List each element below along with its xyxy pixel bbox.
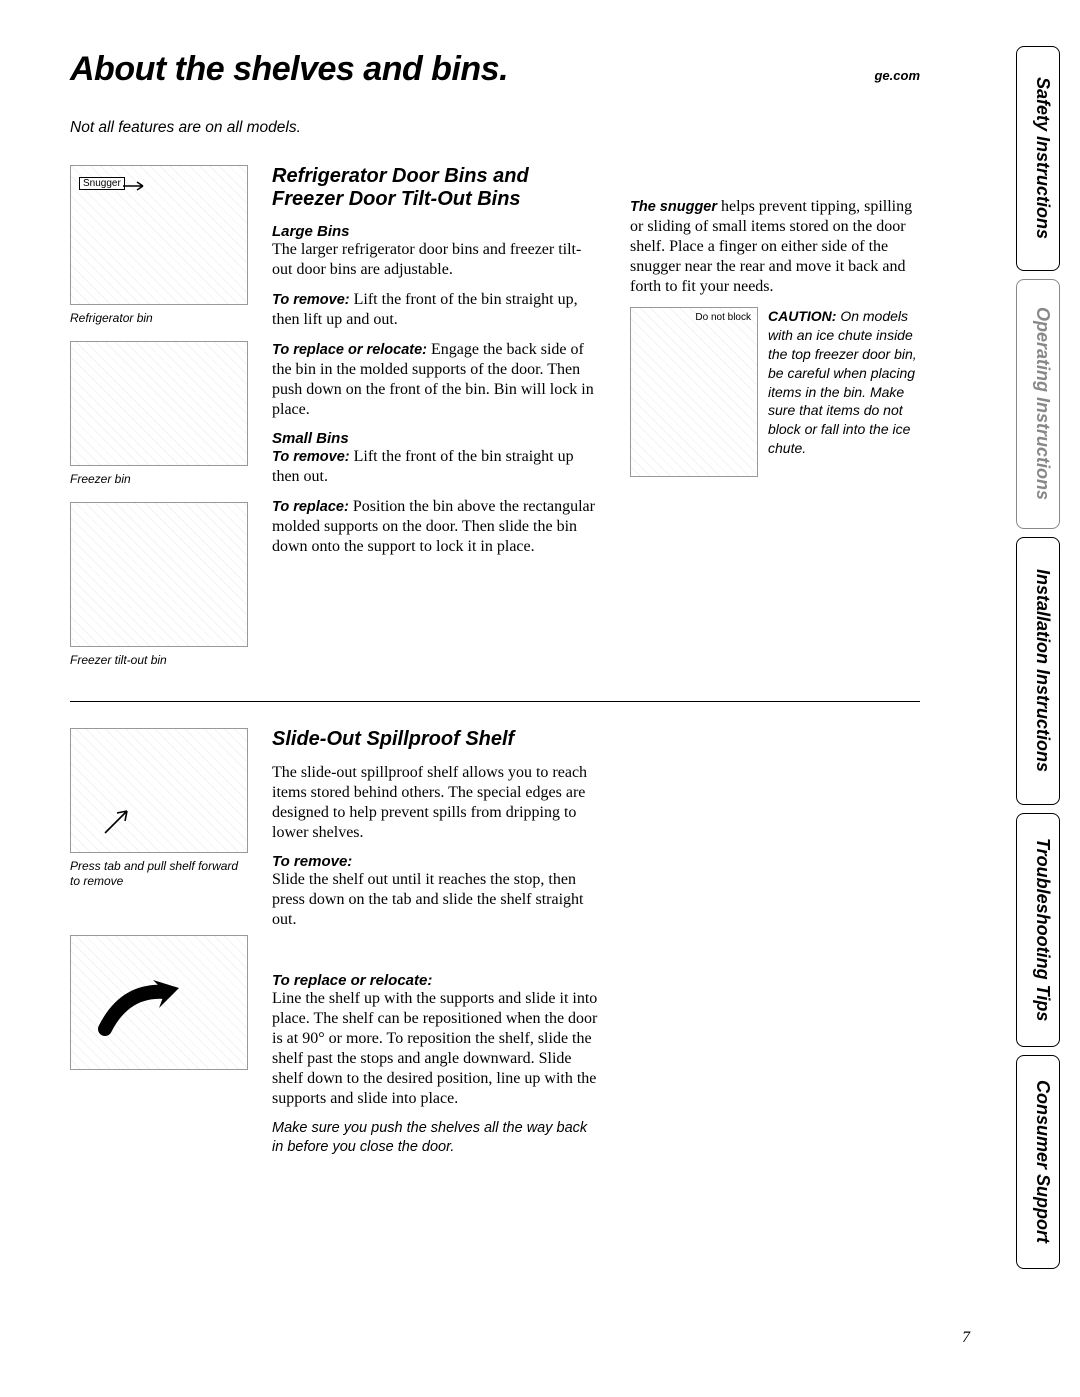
body-text: The larger refrigerator door bins and fr… — [272, 240, 600, 280]
figure-refrigerator-bin: Snugger — [70, 165, 248, 305]
figure-shelf-remove — [70, 728, 248, 853]
label: To replace or relocate: — [272, 342, 427, 358]
subnote: Not all features are on all models. — [70, 119, 920, 137]
do-not-block-label: Do not block — [695, 312, 751, 323]
tab-operating-instructions[interactable]: Operating Instructions — [1016, 279, 1060, 529]
page-number: 7 — [962, 1329, 970, 1347]
side-nav-tabs: Safety Instructions Operating Instructio… — [1016, 46, 1060, 1269]
section-title: Refrigerator Door Bins and Freezer Door … — [272, 165, 600, 211]
sub-title: Small Bins — [272, 430, 600, 447]
body-text: To replace: Position the bin above the r… — [272, 497, 600, 557]
figure-tiltout-bin — [70, 502, 248, 647]
page-title: About the shelves and bins. — [70, 50, 508, 89]
label: To remove: — [272, 853, 602, 870]
snugger-label: Snugger — [79, 177, 125, 190]
arrow-icon — [99, 799, 139, 839]
tab-consumer-support[interactable]: Consumer Support — [1016, 1055, 1060, 1269]
label: To replace: — [272, 499, 349, 515]
figure-freezer-bin — [70, 341, 248, 466]
label: To remove: — [272, 292, 350, 308]
body-text: Slide the shelf out until it reaches the… — [272, 870, 602, 930]
label: To replace or relocate: — [272, 972, 602, 989]
body-text: The slide-out spillproof shelf allows yo… — [272, 763, 602, 843]
sub-title: Large Bins — [272, 223, 600, 240]
figure-caption: Refrigerator bin — [70, 311, 248, 325]
figure-ice-chute: Do not block — [630, 307, 758, 477]
tab-troubleshooting-tips[interactable]: Troubleshooting Tips — [1016, 813, 1060, 1047]
figure-caption: Press tab and pull shelf forward to remo… — [70, 859, 248, 889]
tab-installation-instructions[interactable]: Installation Instructions — [1016, 537, 1060, 805]
note-text: Make sure you push the shelves all the w… — [272, 1119, 602, 1157]
arrow-icon — [123, 181, 151, 191]
divider — [70, 701, 920, 702]
caution-text: CAUTION: On models with an ice chute ins… — [768, 307, 920, 477]
figure-shelf-replace — [70, 935, 248, 1070]
figure-caption: Freezer bin — [70, 472, 248, 486]
tab-safety-instructions[interactable]: Safety Instructions — [1016, 46, 1060, 271]
body-text: Line the shelf up with the supports and … — [272, 989, 602, 1109]
brand-link[interactable]: ge.com — [874, 68, 920, 83]
label: To remove: — [272, 449, 350, 465]
section-title: Slide-Out Spillproof Shelf — [272, 728, 602, 751]
body-text: To remove: Lift the front of the bin str… — [272, 447, 600, 487]
curved-arrow-icon — [95, 974, 185, 1044]
body-text: The snugger helps prevent tipping, spill… — [630, 197, 920, 297]
caution-heading: CAUTION: — [768, 308, 836, 324]
body-text: To replace or relocate: Engage the back … — [272, 340, 600, 420]
figure-caption: Freezer tilt-out bin — [70, 653, 248, 667]
label: The snugger — [630, 199, 717, 215]
body-text: To remove: Lift the front of the bin str… — [272, 290, 600, 330]
